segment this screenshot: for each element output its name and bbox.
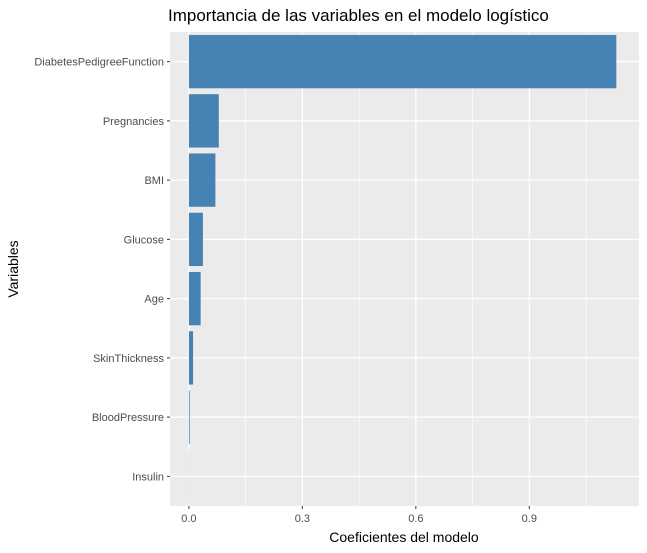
y-tick-label: DiabetesPedigreeFunction bbox=[34, 57, 164, 69]
y-tick-label: Glucose bbox=[124, 234, 164, 246]
x-axis-title: Coeficientes del modelo bbox=[329, 529, 479, 545]
major-gridlines bbox=[170, 32, 639, 506]
bar-bloodpressure bbox=[188, 390, 190, 444]
x-tick-label: 0.0 bbox=[181, 513, 196, 525]
y-tick-label: Pregnancies bbox=[103, 116, 165, 128]
x-tick-label: 0.3 bbox=[295, 513, 310, 525]
x-tick-label: 0.6 bbox=[408, 513, 423, 525]
bar-skinthickness bbox=[188, 331, 194, 385]
chart-title: Importancia de las variables en el model… bbox=[168, 6, 549, 25]
x-axis: 0.0 0.3 0.6 0.9 bbox=[181, 506, 537, 525]
x-tick-label: 0.9 bbox=[522, 513, 537, 525]
minor-gridlines bbox=[245, 32, 587, 506]
y-tick-label: Age bbox=[144, 294, 164, 306]
bar-glucose bbox=[188, 212, 203, 267]
y-tick-label: BloodPressure bbox=[92, 412, 164, 424]
y-axis-title: Variables bbox=[5, 240, 21, 297]
bar-bmi bbox=[188, 153, 216, 207]
y-tick-label: BMI bbox=[144, 175, 164, 187]
bar-age bbox=[188, 271, 201, 326]
y-tick-label: Insulin bbox=[132, 471, 164, 483]
plot-panel bbox=[170, 32, 639, 506]
bars bbox=[188, 34, 617, 504]
y-tick-label: SkinThickness bbox=[93, 353, 164, 365]
bar-diabetespedigreefunction bbox=[188, 34, 617, 89]
bar-pregnancies bbox=[188, 94, 219, 148]
y-axis: DiabetesPedigreeFunction Pregnancies BMI Gl… bbox=[34, 57, 170, 483]
